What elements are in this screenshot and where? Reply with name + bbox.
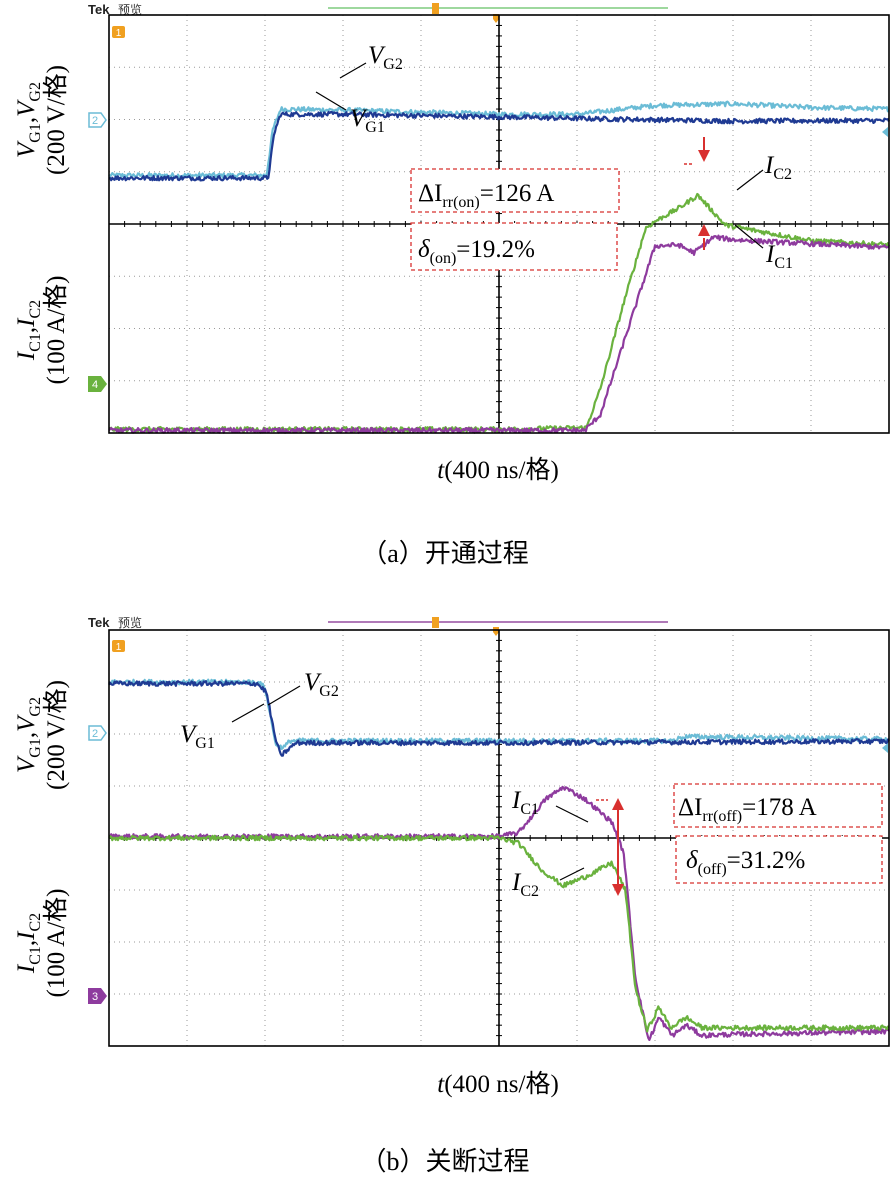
annotation-delta-irr-off: ΔIrr(off)=178 A [673,783,883,828]
trace-vg2 [108,100,890,179]
channel-2-marker: 2 [88,725,107,741]
svg-text:VG2: VG2 [304,669,339,700]
trace-ic1 [108,785,890,1041]
voltage-axis-vars: VG1,VG2 [13,697,44,773]
right-edge-marker [882,127,888,137]
channel-1-label: 1 [116,642,122,653]
series-label-vg1: VG1 [315,91,385,136]
channel-3-marker: 3 [88,988,107,1004]
brand-label: Tek [88,615,110,630]
peak-difference-arrows [684,137,710,250]
trace-ic1 [108,234,890,434]
series-label-ic1: IC1 [511,787,589,823]
channel-1-label: 1 [116,28,122,39]
channel-4-label: 4 [92,379,98,391]
trigger-point-icon [493,627,499,636]
caption: （b）关断过程 [360,1147,529,1176]
traces [108,100,890,434]
trace-vg2 [108,678,890,751]
current-axis-unit: (100 A/格) [42,275,70,384]
trace-ic2 [108,834,890,1033]
x-axis-label: t(400 ns/格) [437,456,559,484]
channel-3-label: 3 [92,991,98,1003]
annotation-delta-irr-on: ΔIrr(on)=126 A [410,168,620,213]
current-axis-label: IC1,IC2 (100 A/格) [13,888,70,997]
channel-4-marker: 4 [88,376,107,392]
current-axis-vars: IC1,IC2 [13,300,44,361]
trigger-position-marker [432,3,439,14]
svg-text:δ(off)=31.2%: δ(off)=31.2% [686,847,805,878]
right-edge-marker [882,743,888,753]
voltage-axis-label: VG1,VG2 (200 V/格) [13,680,70,790]
svg-text:δ(on)=19.2%: δ(on)=19.2% [418,236,535,267]
traces [108,678,890,1041]
mode-label: 预览 [118,2,142,17]
plot-frame [108,629,890,1047]
current-axis-unit: (100 A/格) [42,888,70,997]
series-label-vg2: VG2 [339,42,403,79]
series-label-vg2: VG2 [267,669,339,706]
plot-frame [108,14,890,434]
voltage-axis-vars: VG1,VG2 [13,82,44,158]
channel-1-marker: 1 [112,26,125,39]
trigger-position-marker [432,617,439,628]
voltage-axis-unit: (200 V/格) [42,65,70,175]
x-axis-label: t(400 ns/格) [437,1070,559,1098]
series-label-vg1: VG1 [180,703,265,752]
voltage-axis-unit: (200 V/格) [42,680,70,790]
trigger-point-icon [493,14,499,23]
svg-text:ΔIrr(on)=126 A: ΔIrr(on)=126 A [418,180,554,211]
svg-text:IC2: IC2 [764,152,792,183]
panel-a: Tek 预览 1 2 4 VG1,VG2 (200 V/格) IC1,IC2 ( [13,2,890,568]
brand-label: Tek [88,2,110,17]
current-axis-vars: IC1,IC2 [13,913,44,974]
svg-text:VG1: VG1 [350,105,385,136]
current-axis-label: IC1,IC2 (100 A/格) [13,275,70,384]
annotation-delta-on: δ(on)=19.2% [410,222,618,271]
trace-vg1 [109,110,890,182]
trace-vg1 [108,680,890,757]
panel-b: Tek 预览 1 2 3 VG1,VG2 (200 V/格) IC1,IC2 (… [13,615,890,1176]
series-label-ic2: IC2 [736,152,792,191]
svg-text:IC2: IC2 [511,869,539,900]
svg-text:ΔIrr(off)=178 A: ΔIrr(off)=178 A [678,794,817,825]
mode-label: 预览 [118,615,142,630]
peak-difference-arrows [596,798,624,896]
annotation-delta-off: δ(off)=31.2% [675,835,883,884]
series-label-ic2: IC2 [511,867,585,900]
channel-2-label: 2 [92,115,98,127]
series-label-ic1: IC1 [734,224,793,272]
svg-text:IC1: IC1 [511,787,539,818]
svg-text:IC1: IC1 [765,241,793,272]
channel-2-label: 2 [92,728,98,740]
svg-text:VG1: VG1 [180,721,215,752]
channel-2-marker: 2 [88,112,107,128]
caption: （a）开通过程 [361,539,529,568]
svg-text:VG2: VG2 [368,42,403,73]
channel-1-marker: 1 [112,640,125,653]
voltage-axis-label: VG1,VG2 (200 V/格) [13,65,70,175]
